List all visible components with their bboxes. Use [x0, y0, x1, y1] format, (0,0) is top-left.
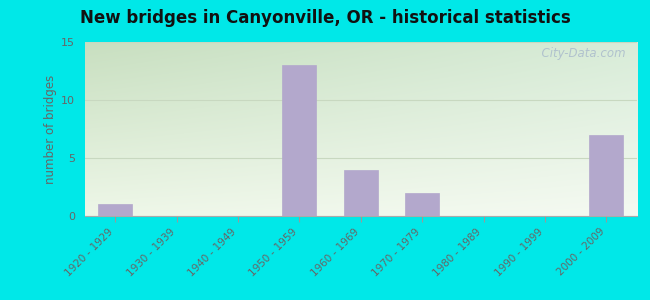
- Text: New bridges in Canyonville, OR - historical statistics: New bridges in Canyonville, OR - histori…: [79, 9, 571, 27]
- Bar: [344, 169, 378, 216]
- Bar: [405, 193, 439, 216]
- Bar: [590, 135, 623, 216]
- Bar: [283, 65, 317, 216]
- Bar: [98, 204, 132, 216]
- Text: City-Data.com: City-Data.com: [534, 47, 626, 60]
- Y-axis label: number of bridges: number of bridges: [44, 74, 57, 184]
